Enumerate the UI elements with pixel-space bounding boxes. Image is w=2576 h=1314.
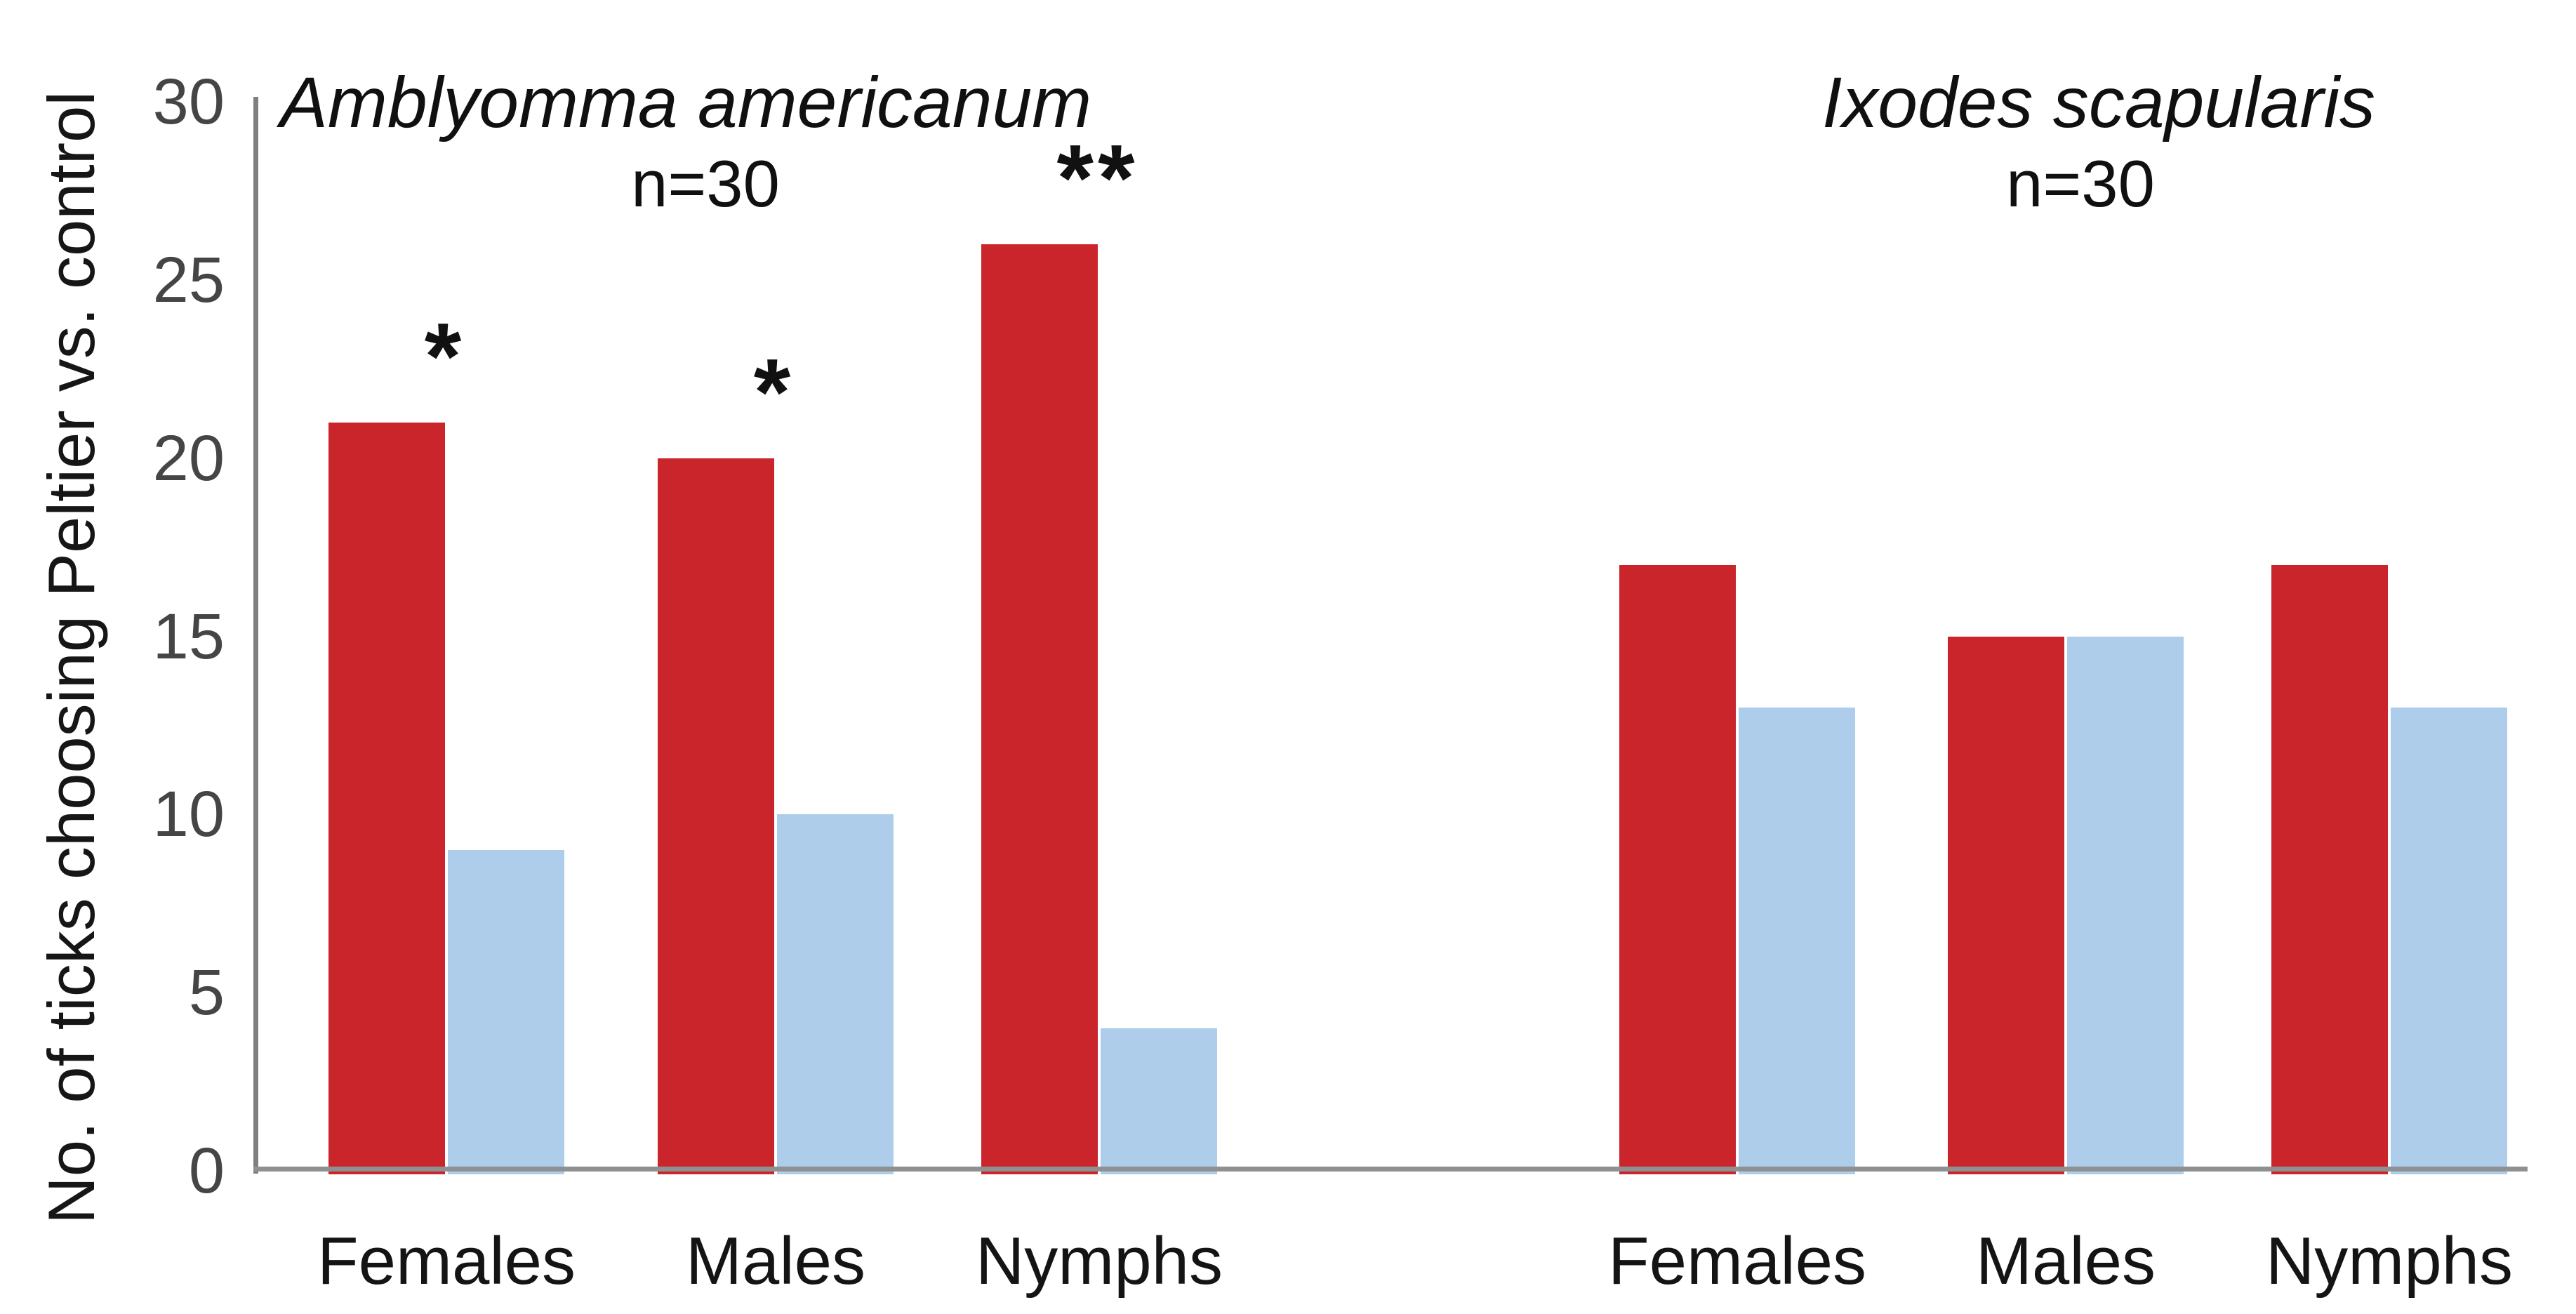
y-tick-label-15: 15 <box>152 600 225 672</box>
x-category-label-females: Females <box>317 1223 576 1299</box>
y-tick-label-5: 5 <box>188 957 225 1029</box>
bar-control-males <box>777 814 894 1174</box>
significance-marker-males: * <box>753 338 795 445</box>
bar-peltier-females <box>1619 564 1736 1174</box>
panel-subtitle-amblyomma-n: n=30 <box>631 147 780 220</box>
y-axis-line <box>253 97 258 1174</box>
bar-peltier-nymphs <box>981 244 1098 1174</box>
y-tick-label-0: 0 <box>188 1135 225 1207</box>
y-tick-label-25: 25 <box>152 244 225 316</box>
significance-marker-nymphs: ** <box>1056 125 1139 232</box>
bar-control-females <box>1739 708 1855 1174</box>
x-axis-line <box>253 1167 2528 1172</box>
x-category-label-females: Females <box>1607 1223 1867 1299</box>
bar-peltier-nymphs <box>2271 564 2388 1174</box>
bar-peltier-males <box>1948 636 2064 1174</box>
bar-control-nymphs <box>1101 1028 1217 1174</box>
bar-control-nymphs <box>2391 708 2507 1174</box>
bar-peltier-males <box>658 458 774 1174</box>
y-tick-label-30: 30 <box>152 66 225 138</box>
x-category-label-nymphs: Nymphs <box>2265 1223 2514 1299</box>
bar-control-females <box>448 850 564 1174</box>
y-tick-label-10: 10 <box>152 778 225 851</box>
bar-control-males <box>2067 636 2184 1174</box>
x-category-label-males: Males <box>685 1223 866 1299</box>
x-category-label-males: Males <box>1975 1223 2156 1299</box>
panel-title-ixodes-scapularis: Ixodes scapularis <box>1821 62 2376 142</box>
y-tick-label-20: 20 <box>152 422 225 494</box>
panel-title-amblyomma-americanum: Amblyomma americanum <box>279 62 1092 142</box>
x-category-label-nymphs: Nymphs <box>975 1223 1223 1299</box>
panel-subtitle-ixodes-n: n=30 <box>2006 147 2155 220</box>
significance-marker-females: * <box>424 303 466 409</box>
bar-peltier-females <box>328 422 445 1174</box>
